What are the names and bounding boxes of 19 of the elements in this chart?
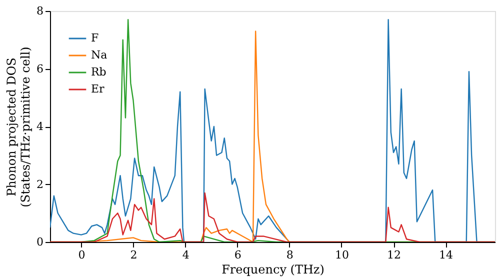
x-tick-label: 8 [286,248,294,262]
x-tick-label: 0 [78,248,86,262]
x-axis-title: Frequency (THz) [222,262,324,276]
y-tick-label: 6 [36,62,44,76]
legend-label: Er [91,82,106,96]
legend-label: Rb [91,66,106,78]
x-tick-label: 6 [234,248,242,262]
x-tick-label: 4 [182,248,190,262]
y-tick-label: 0 [36,236,44,248]
x-tick-label: 12 [387,248,402,262]
y-tick-label: 4 [36,120,44,133]
legend-label: F [91,32,99,44]
y-tick-label: 2 [36,178,44,191]
y-axis-title: Phonon projected DOS (States/THz·primitive cell) [4,46,32,208]
y-tick-label: 8 [36,4,44,18]
x-tick-label: 14 [439,248,454,262]
x-tick-label: 10 [334,248,349,262]
legend-label: Na [91,48,108,62]
x-tick-label: 2 [130,248,138,262]
